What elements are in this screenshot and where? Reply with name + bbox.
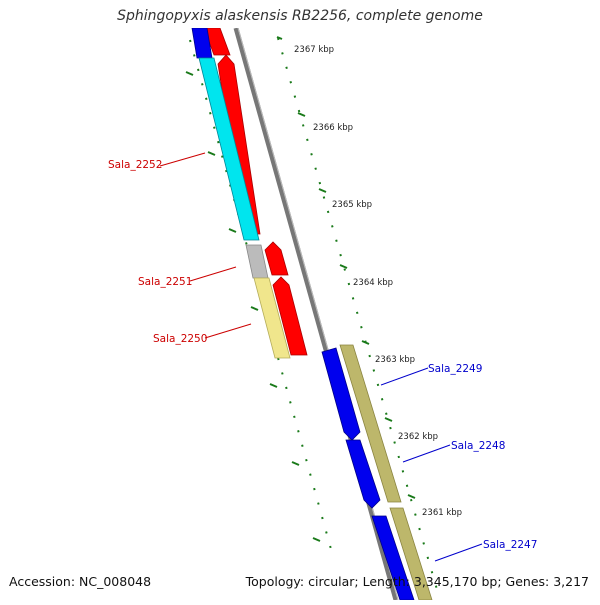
major-tick	[291, 461, 300, 466]
leader-line	[380, 367, 429, 386]
scale-label: 2361 kbp	[422, 508, 462, 518]
major-tick	[407, 494, 416, 499]
major-tick	[185, 71, 194, 76]
scale-label: 2365 kbp	[332, 200, 372, 210]
reverse-strand-inner-track	[191, 28, 291, 359]
major-tick	[250, 306, 259, 311]
outer-tick-ring	[276, 36, 441, 600]
cds-red[interactable]	[272, 276, 308, 356]
major-tick	[207, 151, 216, 156]
major-tick	[339, 264, 348, 269]
outer-tick-dots	[277, 37, 441, 600]
major-tick	[276, 36, 283, 40]
scale-label: 2364 kbp	[353, 278, 393, 288]
gene-sala-2250[interactable]	[253, 277, 291, 359]
gene-sala-2252[interactable]	[198, 57, 260, 241]
major-tick	[318, 188, 327, 193]
genome-summary-text: Topology: circular; Length: 3,345,170 bp…	[245, 574, 589, 589]
label-leaders	[159, 152, 483, 562]
reverse-strand-outer-track	[203, 28, 308, 356]
major-tick	[269, 383, 278, 388]
genome-backbone-highlight	[237, 28, 399, 600]
scale-label: 2367 kbp	[294, 45, 334, 55]
cds-blue[interactable]	[371, 515, 415, 600]
forward-strand-inner-track	[321, 347, 415, 600]
accession-text: Accession: NC_008048	[9, 574, 152, 589]
gene-label-sala-2247[interactable]: Sala_2247	[483, 539, 537, 551]
major-tick	[361, 340, 370, 345]
gene-label-sala-2251[interactable]: Sala_2251	[138, 276, 192, 288]
gene-labels: Sala_2252 Sala_2251 Sala_2250 Sala_2249 …	[108, 159, 537, 551]
scale-label: 2366 kbp	[313, 123, 353, 133]
scale-labels: 2367 kbp 2366 kbp 2365 kbp 2364 kbp 2363…	[294, 45, 462, 518]
map-title: Sphingopyxis alaskensis RB2256, complete…	[117, 8, 483, 24]
gene-label-sala-2250[interactable]: Sala_2250	[153, 333, 207, 345]
scale-label: 2362 kbp	[398, 432, 438, 442]
cds-blue[interactable]	[321, 347, 361, 441]
cds-red[interactable]	[203, 28, 231, 56]
major-tick	[228, 228, 237, 233]
major-tick	[297, 112, 306, 117]
genome-backbone	[233, 28, 399, 600]
leader-line	[402, 444, 451, 463]
leader-line	[434, 543, 483, 562]
cds-red[interactable]	[264, 241, 289, 276]
gene-sala-2247[interactable]	[389, 507, 433, 600]
scale-label: 2363 kbp	[375, 355, 415, 365]
gene-label-sala-2248[interactable]: Sala_2248	[451, 440, 505, 452]
gene-label-sala-2252[interactable]: Sala_2252	[108, 159, 162, 171]
gene-label-sala-2249[interactable]: Sala_2249	[428, 363, 482, 375]
cds-blue[interactable]	[345, 439, 381, 509]
gene-sala-2249-2248[interactable]	[339, 344, 402, 503]
leader-line	[159, 152, 206, 167]
major-tick	[384, 417, 393, 422]
leader-line	[204, 323, 252, 339]
major-tick	[312, 537, 321, 542]
inner-tick-ring	[185, 39, 335, 561]
leader-line	[189, 266, 237, 282]
forward-strand-outer-track	[339, 344, 433, 600]
